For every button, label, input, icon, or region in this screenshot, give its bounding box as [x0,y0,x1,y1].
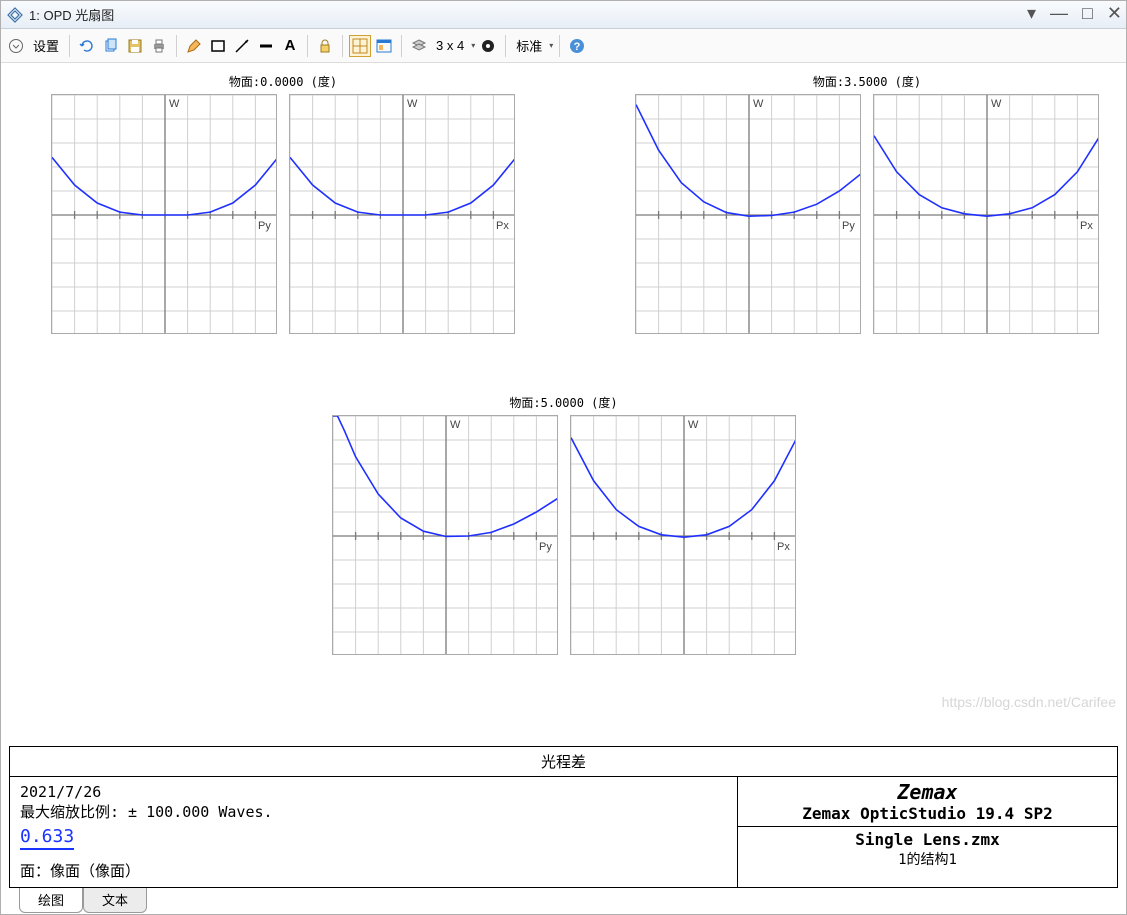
separator [505,35,506,57]
save-button[interactable] [124,35,146,57]
chart-pair-title: 物面:5.0000 (度) [509,394,617,411]
svg-text:?: ? [574,41,581,53]
chevron-down-icon[interactable]: ▾ [549,41,553,50]
tab-plot[interactable]: 绘图 [19,888,83,913]
info-file-box: Single Lens.zmx 1的结构1 [738,827,1117,872]
separator [559,35,560,57]
expand-settings-button[interactable] [5,35,27,57]
help-button[interactable]: ? [566,35,588,57]
chart-pair-title: 物面:3.5000 (度) [813,73,921,90]
info-scale: 最大缩放比例: ± 100.000 Waves. [20,801,727,822]
window-controls: ▾ — □ ✕ [1027,5,1122,21]
settings-label[interactable]: 设置 [29,36,63,55]
info-right: Zemax Zemax OpticStudio 19.4 SP2 Single … [737,777,1117,887]
chart-pair-body: W Py W Px [332,415,796,655]
svg-text:W: W [169,98,180,110]
info-panel: 光程差 2021/7/26 最大缩放比例: ± 100.000 Waves. 0… [9,746,1118,888]
chart-row-1: 物面:0.0000 (度) W Py W Px 物面:3.5000 (度) W Py W Px [1,73,1126,334]
close-button[interactable]: ✕ [1107,5,1122,21]
svg-text:Px: Px [496,220,509,232]
opd-chart: W Py [332,415,558,655]
svg-text:Px: Px [1080,220,1093,232]
svg-text:Px: Px [777,541,790,553]
maximize-button[interactable]: □ [1082,5,1093,21]
info-surface: 面：像面（像面） [20,860,727,881]
chart-pair: 物面:3.5000 (度) W Py W Px [635,73,1099,334]
pencil-tool-button[interactable] [183,35,205,57]
thick-line-button[interactable] [255,35,277,57]
standard-dropdown[interactable]: 标准 [512,36,546,55]
brand-version: Zemax OpticStudio 19.4 SP2 [744,804,1111,823]
chart-pair-body: W Py W Px [635,94,1099,334]
chart-pair: 物面:5.0000 (度) W Py W Px [332,394,796,655]
separator [401,35,402,57]
separator [307,35,308,57]
watermark-text: https://blog.csdn.net/Carifee [942,694,1116,710]
layout-window-button[interactable] [373,35,395,57]
info-left: 2021/7/26 最大缩放比例: ± 100.000 Waves. 0.633… [10,777,737,887]
opd-chart: W Px [289,94,515,334]
brand-name: Zemax [744,780,1111,804]
layers-button[interactable] [408,35,430,57]
minimize-button[interactable]: — [1050,5,1068,21]
layout-grid-button[interactable] [349,35,371,57]
separator [176,35,177,57]
svg-text:W: W [991,98,1002,110]
svg-text:W: W [688,419,699,431]
chart-area: 物面:0.0000 (度) W Py W Px 物面:3.5000 (度) W Py W Px 物… [1,63,1126,738]
grid-size-label[interactable]: 3 x 4 [432,38,468,53]
info-panel-body: 2021/7/26 最大缩放比例: ± 100.000 Waves. 0.633… [10,777,1117,887]
line-tool-button[interactable] [231,35,253,57]
svg-text:W: W [753,98,764,110]
lock-button[interactable] [314,35,336,57]
chart-pair-body: W Py W Px [51,94,515,334]
text-tool-button[interactable]: A [279,35,301,57]
opd-chart: W Px [570,415,796,655]
bottom-tab-bar: 绘图 文本 [1,888,1126,914]
chart-pair: 物面:0.0000 (度) W Py W Px [51,73,515,334]
print-button[interactable] [148,35,170,57]
target-button[interactable] [477,35,499,57]
opd-chart: W Px [873,94,1099,334]
config-name: 1的结构1 [744,849,1111,869]
info-panel-title: 光程差 [10,747,1117,777]
svg-text:Py: Py [258,220,271,232]
info-date: 2021/7/26 [20,783,727,801]
svg-text:W: W [450,419,461,431]
svg-text:W: W [407,98,418,110]
chart-row-2: 物面:5.0000 (度) W Py W Px [1,394,1126,655]
tab-text[interactable]: 文本 [83,888,147,913]
separator [342,35,343,57]
svg-text:Py: Py [842,220,855,232]
window-title: 1: OPD 光扇图 [29,5,114,24]
toolbar: 设置 A 3 x 4 ▾ 标准 ▾ ? [1,29,1126,63]
rect-tool-button[interactable] [207,35,229,57]
svg-text:Py: Py [539,541,552,553]
chevron-down-icon[interactable]: ▾ [1027,5,1036,21]
chevron-down-icon[interactable]: ▾ [471,41,475,50]
copy-button[interactable] [100,35,122,57]
info-wavelength: 0.633 [20,826,74,850]
refresh-button[interactable] [76,35,98,57]
app-icon [7,7,23,23]
info-brand-box: Zemax Zemax OpticStudio 19.4 SP2 [738,777,1117,827]
separator [69,35,70,57]
chart-pair-title: 物面:0.0000 (度) [229,73,337,90]
opd-chart: W Py [51,94,277,334]
app-window: 1: OPD 光扇图 ▾ — □ ✕ 设置 A 3 x 4 ▾ [0,0,1127,915]
file-name: Single Lens.zmx [744,830,1111,849]
opd-chart: W Py [635,94,861,334]
title-bar: 1: OPD 光扇图 ▾ — □ ✕ [1,1,1126,29]
